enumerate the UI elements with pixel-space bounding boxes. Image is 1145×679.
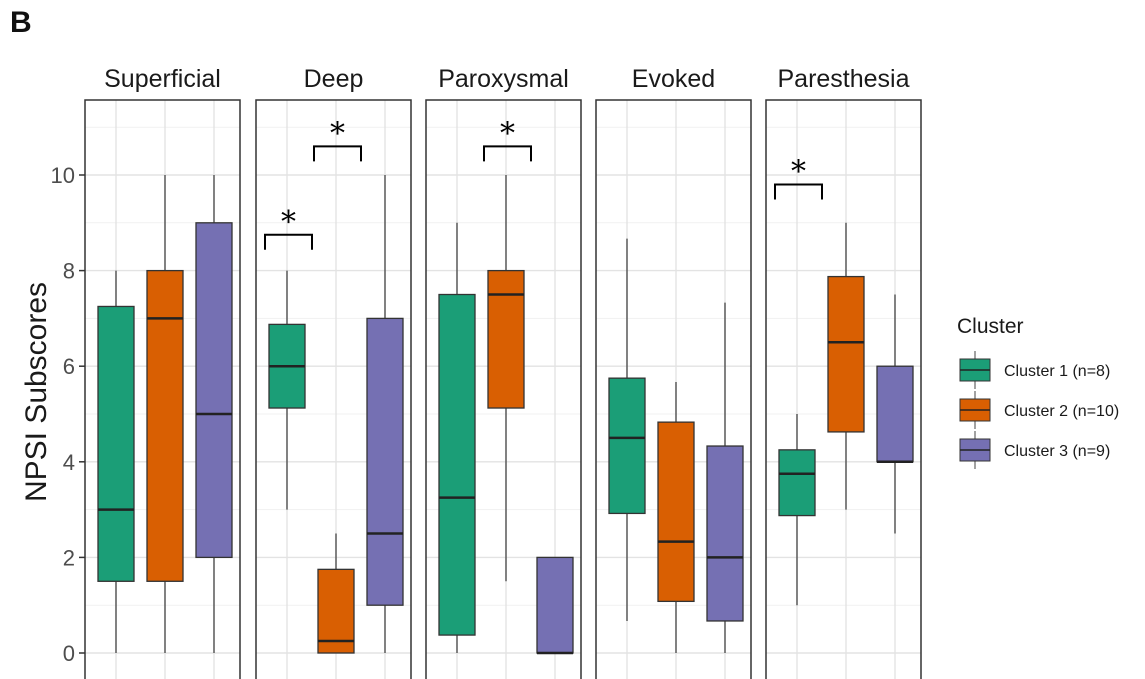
box: [438, 293, 476, 636]
y-tick-label: 6: [63, 354, 75, 379]
y-tick-label: 8: [63, 259, 75, 284]
facet-panel-border: [765, 99, 922, 679]
box: [317, 568, 355, 654]
y-tick-label: 4: [63, 450, 75, 475]
box: [608, 377, 646, 515]
box: [97, 305, 135, 582]
legend-title: Cluster: [957, 315, 1024, 338]
facet-label: Superficial: [104, 65, 221, 93]
y-axis-title: NPSI Subscores: [20, 282, 53, 502]
significance-bracket: [774, 183, 823, 200]
facet-panel-border: [255, 99, 412, 679]
legend-entry-label: Cluster 1 (n=8): [1004, 363, 1110, 380]
legend-entry-label: Cluster 2 (n=10): [1004, 403, 1119, 420]
facet-label: Deep: [304, 65, 364, 93]
significance-star: *: [330, 116, 345, 151]
y-tick-label: 10: [51, 163, 75, 188]
box: [146, 269, 184, 582]
box: [827, 275, 865, 433]
facet-label: Paroxysmal: [438, 65, 569, 93]
facet-label: Evoked: [632, 65, 715, 93]
box: [536, 556, 574, 654]
facet-panel-border: [595, 99, 752, 679]
significance-bracket: [264, 233, 313, 250]
box: [876, 365, 914, 463]
significance-star: *: [791, 155, 806, 190]
legend-entry-label: Cluster 3 (n=9): [1004, 443, 1110, 460]
box: [487, 269, 525, 409]
facet-label: Paresthesia: [777, 65, 909, 93]
panel-label: B: [10, 6, 32, 39]
box: [366, 317, 404, 606]
box: [778, 449, 816, 517]
box: [706, 445, 744, 622]
significance-bracket: [483, 145, 532, 162]
y-tick-label: 0: [63, 641, 75, 666]
box: [195, 222, 233, 559]
y-tick-label: 2: [63, 545, 75, 570]
facet-panel-border: [84, 99, 241, 679]
facet-panel-border: [425, 99, 582, 679]
box: [657, 421, 695, 603]
significance-star: *: [281, 205, 296, 240]
significance-star: *: [500, 116, 515, 151]
significance-bracket: [313, 145, 362, 162]
